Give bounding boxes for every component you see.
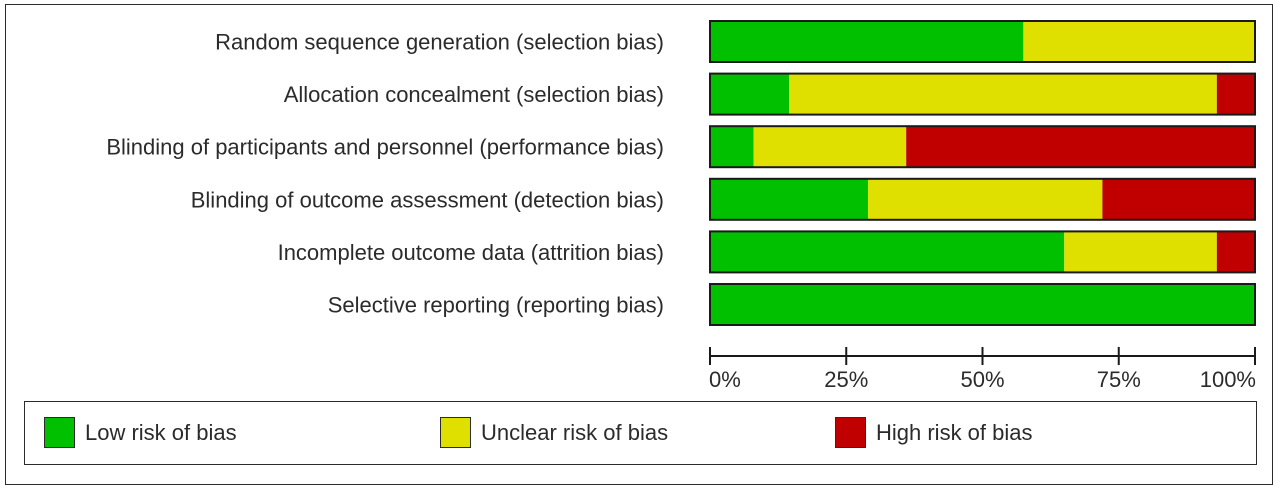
legend-item-low: Low risk of bias: [44, 402, 237, 463]
bar-segment-unclear-risk-of-bias: [789, 73, 1217, 115]
bar-segment-high-risk-of-bias: [1216, 73, 1255, 115]
bar-segment-low-risk-of-bias: [710, 73, 790, 115]
bar-segment-unclear-risk-of-bias: [753, 126, 907, 168]
legend-label-high: High risk of bias: [876, 419, 1033, 445]
legend-swatch-low: [44, 417, 75, 448]
bar-outline: [709, 125, 1256, 169]
category-label: Random sequence generation (selection bi…: [215, 30, 664, 55]
legend-swatch-unclear: [440, 417, 471, 448]
legend-label-low: Low risk of bias: [85, 419, 237, 445]
bar-outline: [709, 20, 1256, 63]
legend: Low risk of bias Unclear risk of bias Hi…: [24, 401, 1257, 465]
bar-segment-unclear-risk-of-bias: [1064, 231, 1217, 273]
bar-segment-unclear-risk-of-bias: [868, 178, 1103, 220]
legend-label-unclear: Unclear risk of bias: [481, 419, 669, 445]
category-label: Selective reporting (reporting bias): [328, 293, 664, 318]
category-label: Blinding of outcome assessment (detectio…: [191, 187, 664, 212]
category-label: Blinding of participants and personnel (…: [106, 135, 664, 160]
x-tick-label: 50%: [960, 367, 1004, 392]
bar-outline: [709, 283, 1256, 326]
bar-segment-low-risk-of-bias: [710, 21, 1024, 62]
bar-segment-low-risk-of-bias: [710, 126, 754, 168]
x-tick-label: 100%: [1200, 367, 1256, 392]
x-tick-label: 25%: [824, 367, 868, 392]
risk-of-bias-chart: Random sequence generation (selection bi…: [106, 20, 1256, 392]
x-tick-label: 75%: [1097, 367, 1141, 392]
bar-segment-low-risk-of-bias: [710, 231, 1065, 273]
category-label: Incomplete outcome data (attrition bias): [278, 240, 664, 265]
bar-segment-unclear-risk-of-bias: [1023, 21, 1255, 62]
bar-segment-high-risk-of-bias: [906, 126, 1255, 168]
bar-segment-high-risk-of-bias: [1102, 178, 1255, 220]
bar-outline: [709, 230, 1256, 274]
legend-item-unclear: Unclear risk of bias: [440, 402, 668, 463]
bar-outline: [709, 72, 1256, 116]
category-label: Allocation concealment (selection bias): [284, 82, 664, 107]
bar-outline: [709, 177, 1256, 221]
legend-item-high: High risk of bias: [835, 402, 1033, 463]
x-tick-label: 0%: [709, 367, 741, 392]
bar-segment-high-risk-of-bias: [1216, 231, 1255, 273]
legend-swatch-high: [835, 417, 866, 448]
bar-segment-low-risk-of-bias: [710, 178, 869, 220]
bar-segment-low-risk-of-bias: [710, 284, 1255, 325]
